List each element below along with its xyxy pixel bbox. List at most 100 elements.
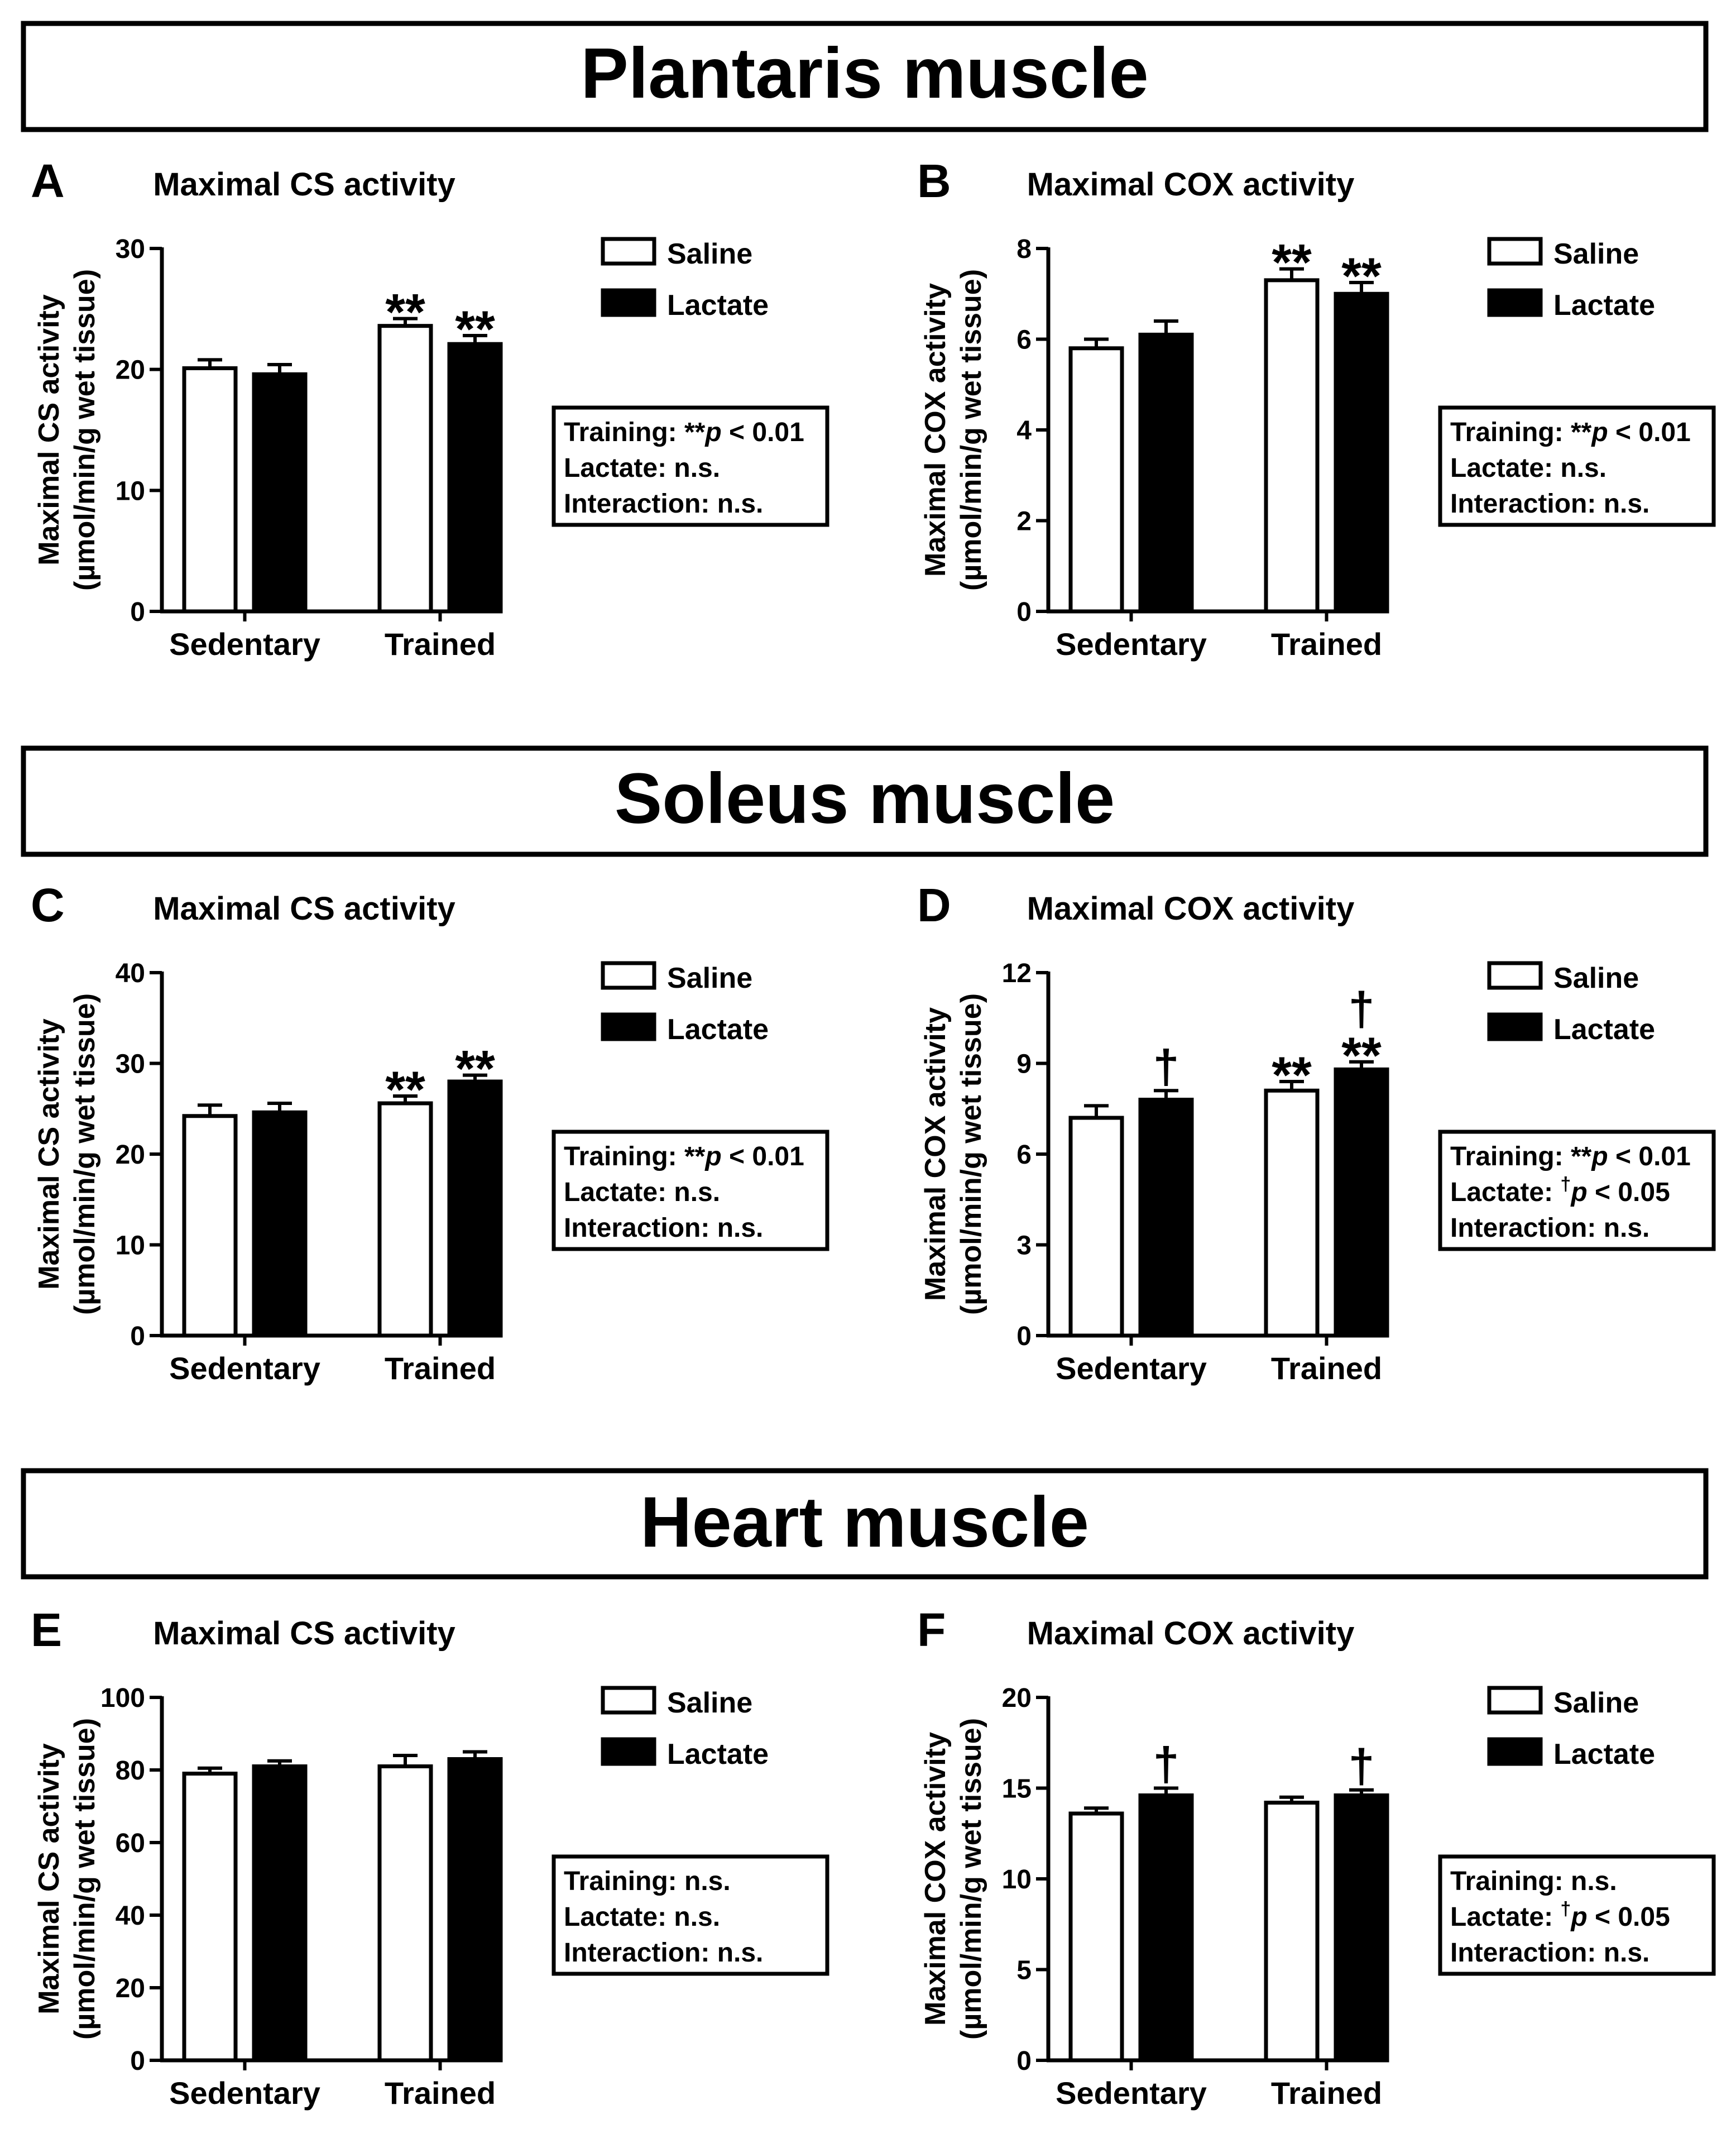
y-tick-label: 12 bbox=[1002, 959, 1032, 988]
significance-mark: ** bbox=[385, 1061, 425, 1118]
stats-line: Training: **p < 0.01 bbox=[1450, 1142, 1691, 1171]
y-axis-label: Maximal CS activity (µmol/min/g wet tissu… bbox=[33, 1718, 101, 2040]
y-tick-label: 10 bbox=[116, 1231, 145, 1261]
chart-title: Maximal COX activity bbox=[1027, 166, 1355, 203]
section-title: Heart muscle bbox=[640, 1482, 1089, 1562]
y-tick-label: 10 bbox=[116, 476, 145, 506]
stats-line: Interaction: n.s. bbox=[564, 1938, 763, 1968]
y-tick-label: 15 bbox=[1002, 1774, 1032, 1804]
significance-mark: † bbox=[1153, 1738, 1179, 1791]
x-tick-label: Trained bbox=[1271, 1351, 1382, 1386]
significance-mark: ** bbox=[455, 301, 495, 358]
x-tick-label: Trained bbox=[1271, 626, 1382, 662]
bar-saline bbox=[182, 366, 238, 614]
bar-saline bbox=[1264, 1801, 1320, 2063]
y-tick-label: 80 bbox=[116, 1756, 145, 1786]
significance-mark: † bbox=[1349, 983, 1375, 1035]
legend-label: Lactate bbox=[667, 289, 769, 322]
y-tick-label: 30 bbox=[116, 235, 145, 264]
y-axis-label-line: Maximal CS activity bbox=[33, 1018, 65, 1290]
panel-letter: A bbox=[31, 155, 65, 207]
y-tick-label: 0 bbox=[1016, 1322, 1032, 1351]
chart-title: Maximal CS activity bbox=[153, 1615, 455, 1652]
y-axis-label-line: (µmol/min/g wet tissue) bbox=[69, 993, 101, 1315]
panel-letter: C bbox=[31, 879, 65, 931]
stats-box bbox=[1438, 1854, 1716, 1976]
y-tick-label: 8 bbox=[1016, 235, 1032, 264]
legend-label: Lactate bbox=[1553, 1738, 1655, 1771]
bar-lactate bbox=[447, 1757, 503, 2063]
bar-saline bbox=[182, 1114, 238, 1338]
x-tick-label: Trained bbox=[385, 2075, 496, 2111]
section-plantaris: Plantaris muscle bbox=[21, 21, 1709, 132]
x-tick-label: Sedentary bbox=[169, 1351, 320, 1386]
x-tick-label: Sedentary bbox=[1056, 626, 1207, 662]
stats-line: Training: n.s. bbox=[1450, 1867, 1617, 1896]
legend-swatch-saline bbox=[1487, 1686, 1543, 1715]
y-axis-label-line: (µmol/min/g wet tissue) bbox=[69, 1718, 101, 2040]
y-tick-label: 0 bbox=[130, 597, 145, 627]
bar-saline bbox=[1264, 278, 1320, 614]
significance-mark: ** bbox=[385, 284, 425, 341]
legend-swatch-saline bbox=[1487, 961, 1543, 990]
stats-box bbox=[1438, 1130, 1716, 1251]
y-tick-label: 20 bbox=[116, 1974, 145, 2003]
stats-line: Lactate: n.s. bbox=[564, 1178, 720, 1207]
legend-swatch-lactate bbox=[1487, 1012, 1543, 1041]
bar-lactate bbox=[252, 372, 308, 614]
panel-letter: B bbox=[917, 155, 951, 207]
section-title: Soleus muscle bbox=[615, 759, 1115, 839]
legend-label: Lactate bbox=[1553, 1013, 1655, 1046]
y-tick-label: 20 bbox=[116, 356, 145, 385]
x-tick-label: Trained bbox=[385, 626, 496, 662]
section-soleus: Soleus muscle bbox=[21, 745, 1709, 857]
section-title: Plantaris muscle bbox=[581, 34, 1148, 113]
y-tick-label: 30 bbox=[116, 1050, 145, 1079]
legend-label: Saline bbox=[1553, 238, 1639, 270]
bar-saline bbox=[1068, 1116, 1124, 1338]
x-tick-label: Sedentary bbox=[169, 2075, 320, 2111]
y-tick-label: 2 bbox=[1016, 507, 1032, 537]
y-tick-label: 0 bbox=[1016, 597, 1032, 627]
x-tick-label: Trained bbox=[385, 1351, 496, 1386]
significance-mark: † bbox=[1153, 1040, 1179, 1093]
significance-mark: ** bbox=[1341, 248, 1382, 305]
legend-swatch-saline bbox=[601, 961, 656, 990]
significance-mark: † bbox=[1349, 1740, 1375, 1792]
y-tick-label: 6 bbox=[1016, 1140, 1032, 1170]
legend-label: Saline bbox=[1553, 962, 1639, 994]
stats-line: Interaction: n.s. bbox=[1450, 1938, 1649, 1968]
stats-line: Training: **p < 0.01 bbox=[1450, 418, 1691, 447]
stats-line: Lactate: †p < 0.05 bbox=[1450, 1174, 1670, 1207]
significance-mark: ** bbox=[1272, 235, 1312, 291]
bar-lactate bbox=[1334, 1067, 1389, 1338]
legend-swatch-lactate bbox=[1487, 1737, 1543, 1766]
bar-saline bbox=[377, 1764, 433, 2063]
x-tick-label: Sedentary bbox=[169, 626, 320, 662]
y-axis-label-line: (µmol/min/g wet tissue) bbox=[69, 269, 101, 591]
y-tick-label: 40 bbox=[116, 959, 145, 988]
legend-label: Saline bbox=[667, 962, 752, 994]
y-tick-label: 0 bbox=[130, 1322, 145, 1351]
legend-swatch-saline bbox=[601, 1686, 656, 1715]
legend-label: Lactate bbox=[667, 1738, 769, 1771]
bar-lactate bbox=[447, 342, 503, 614]
legend-swatch-lactate bbox=[1487, 288, 1543, 317]
panel-letter: D bbox=[917, 879, 951, 931]
stats-line: Interaction: n.s. bbox=[564, 1213, 763, 1243]
y-tick-label: 100 bbox=[100, 1683, 145, 1713]
stats-box bbox=[552, 1854, 829, 1976]
legend-swatch-lactate bbox=[601, 1737, 656, 1766]
bar-lactate bbox=[252, 1764, 308, 2063]
stats-line: Lactate: †p < 0.05 bbox=[1450, 1898, 1670, 1932]
y-tick-label: 20 bbox=[116, 1140, 145, 1170]
chart-title: Maximal COX activity bbox=[1027, 1615, 1355, 1652]
stats-box bbox=[552, 405, 829, 527]
